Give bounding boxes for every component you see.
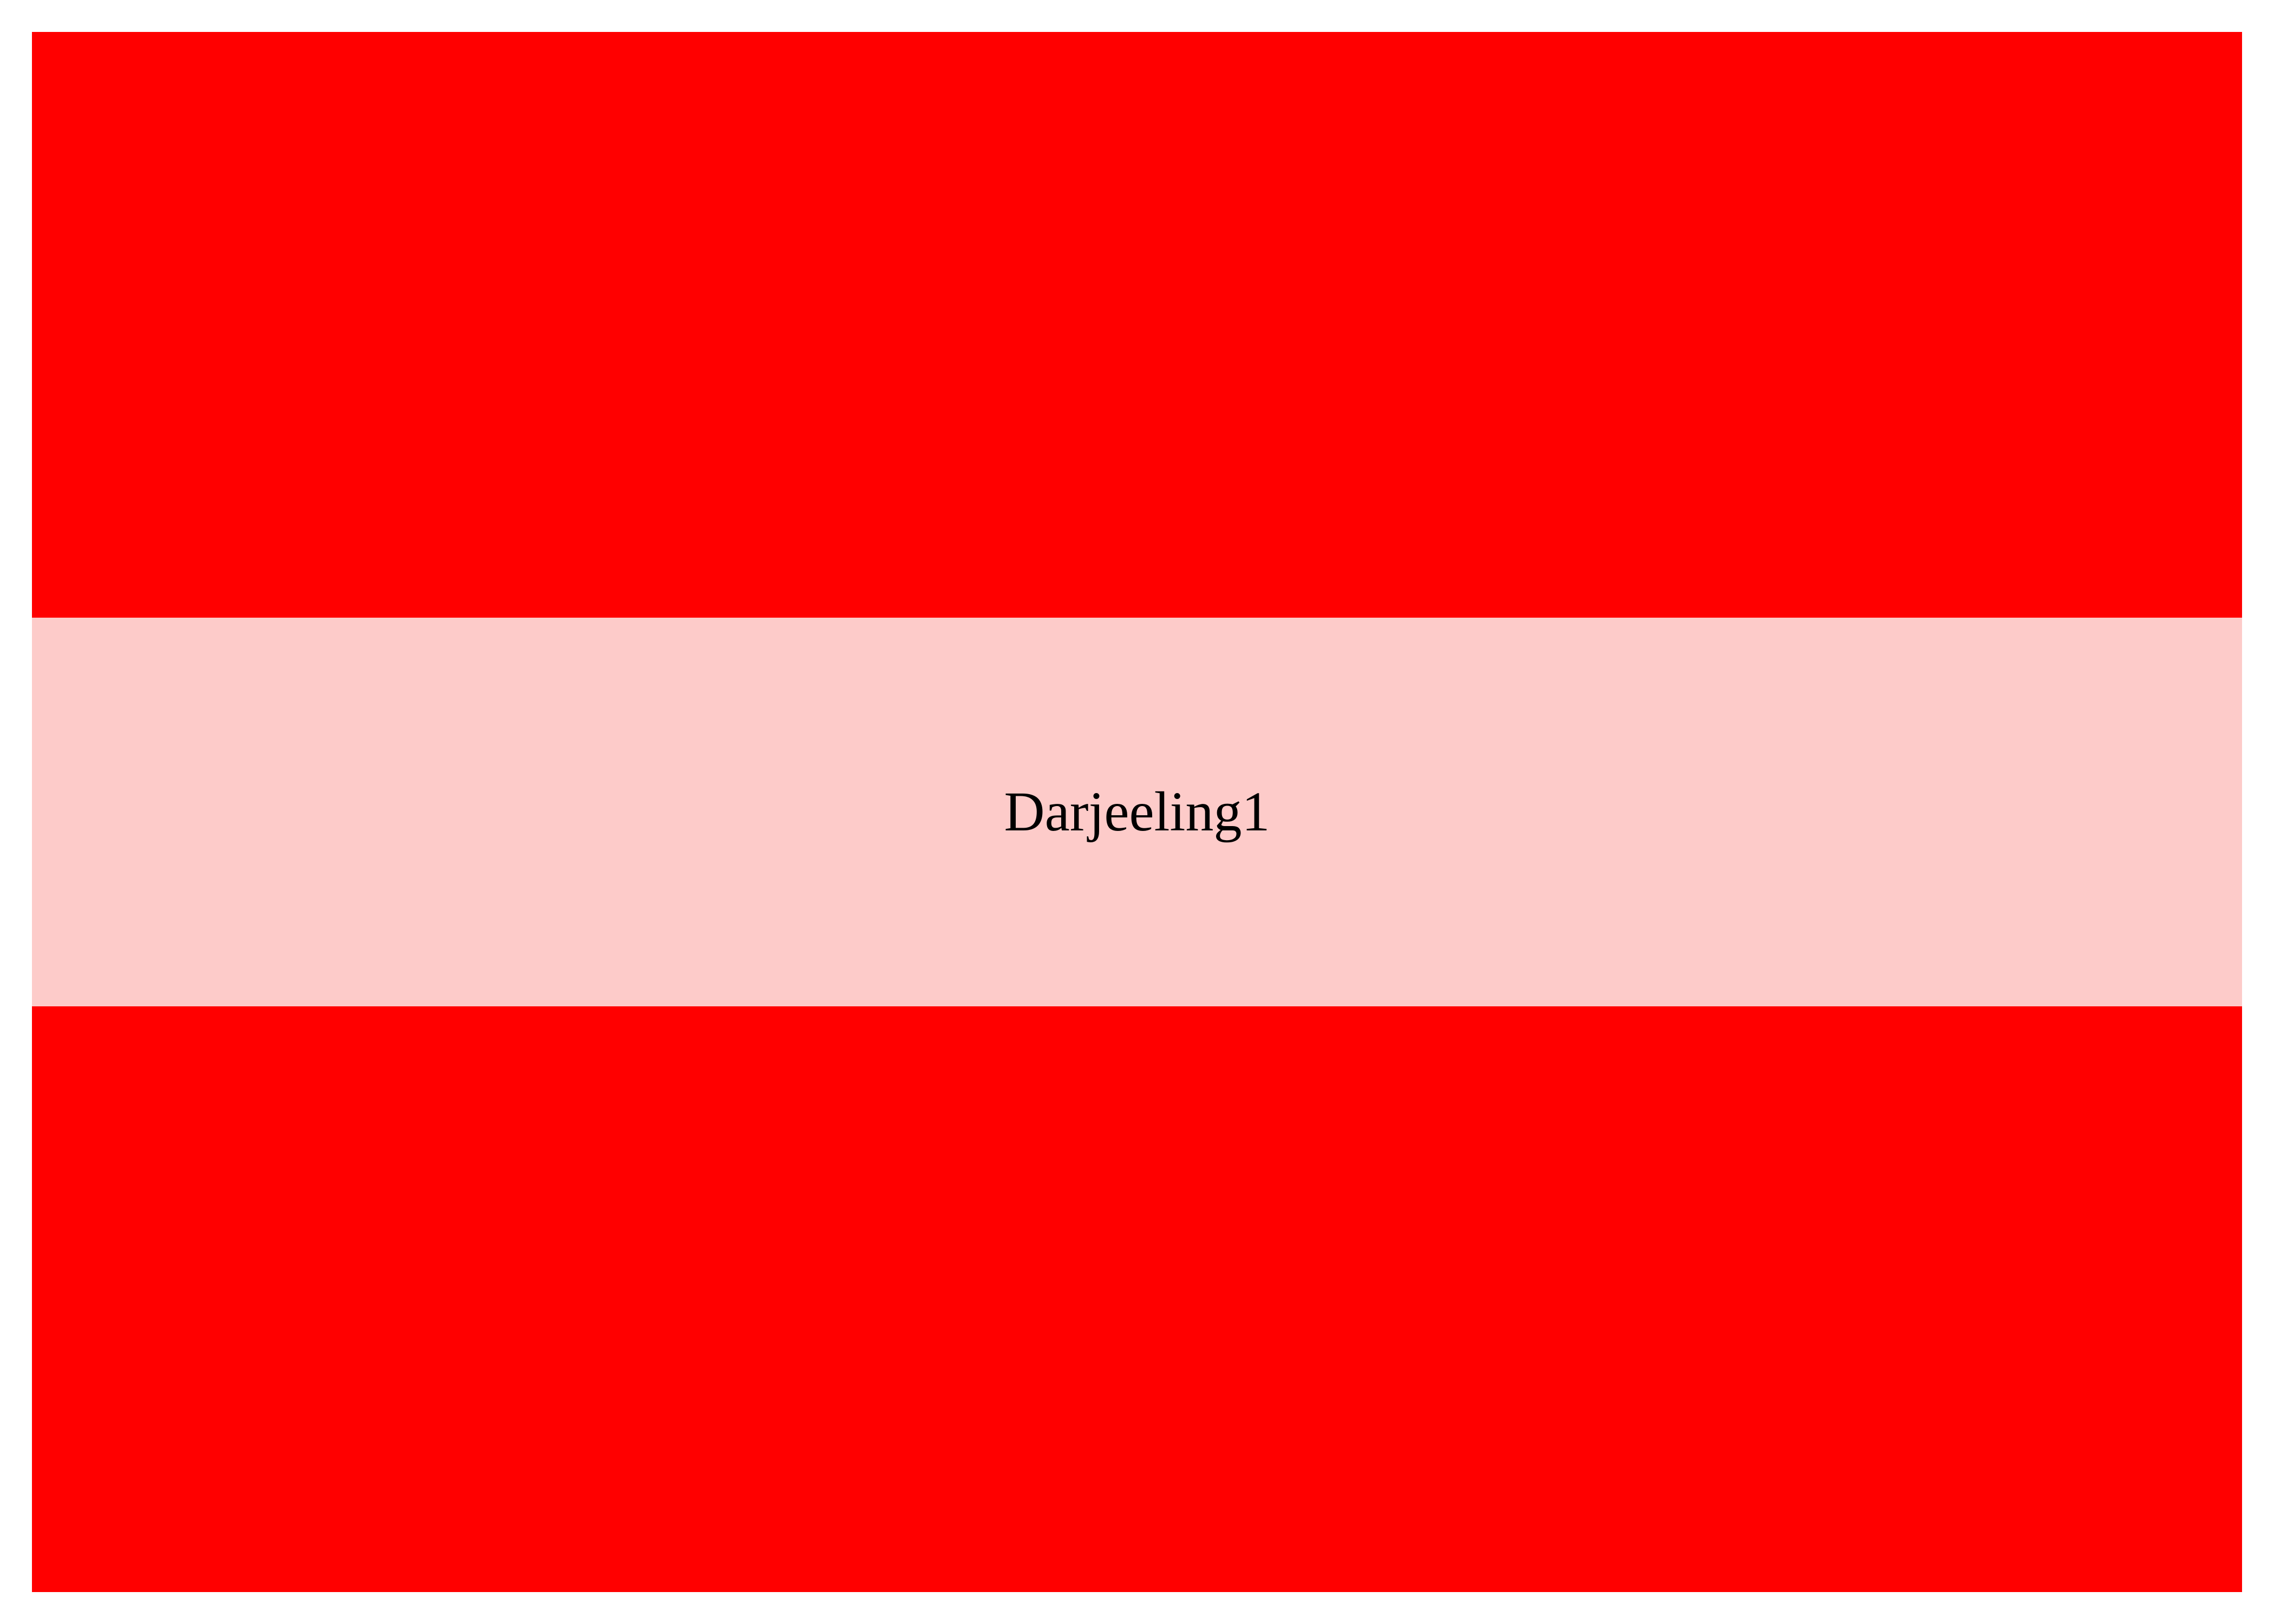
middle-color-band: Darjeeling1 [32,618,2242,1006]
palette-name-label: Darjeeling1 [1004,781,1270,843]
top-color-band [32,32,2242,618]
color-swatch-panel: Darjeeling1 [32,32,2242,1592]
bottom-color-band [32,1006,2242,1592]
